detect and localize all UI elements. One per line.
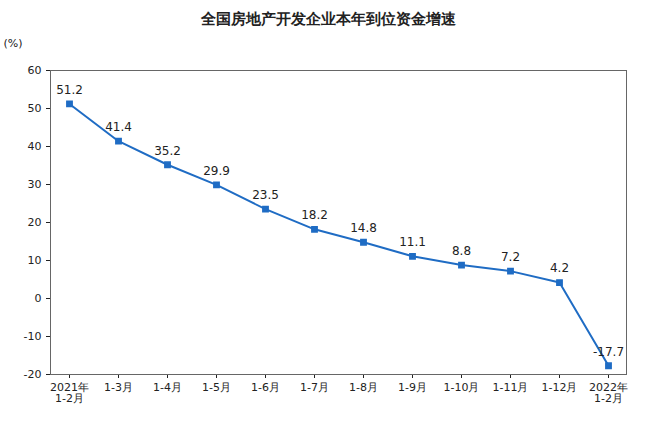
svg-text:1-5月: 1-5月 [202, 381, 231, 394]
svg-text:1-11月: 1-11月 [493, 381, 529, 394]
svg-text:-10: -10 [24, 330, 42, 343]
svg-text:23.5: 23.5 [252, 188, 279, 202]
html-text:全国房地产开发企业本年到位资金增速: 全国房地产开发企业本年到位资金增速 [200, 10, 456, 28]
svg-text:2022年1-2月: 2022年1-2月 [589, 381, 628, 405]
svg-text:1-6月: 1-6月 [251, 381, 280, 394]
svg-text:8.8: 8.8 [452, 244, 471, 258]
svg-text:50: 50 [28, 102, 42, 115]
svg-text:14.8: 14.8 [350, 221, 377, 235]
svg-text:1-8月: 1-8月 [349, 381, 378, 394]
svg-text:20: 20 [28, 216, 42, 229]
svg-text:60: 60 [28, 64, 42, 77]
svg-text:30: 30 [28, 178, 42, 191]
svg-text:35.2: 35.2 [154, 144, 181, 158]
svg-text:(%): (%) [4, 37, 23, 50]
svg-text:1-10月: 1-10月 [444, 381, 480, 394]
svg-text:1-12月: 1-12月 [542, 381, 578, 394]
svg-text:1-9月: 1-9月 [398, 381, 427, 394]
svg-text:18.2: 18.2 [301, 208, 328, 222]
svg-text:51.2: 51.2 [56, 83, 83, 97]
svg-text:0: 0 [35, 292, 42, 305]
svg-text:29.9: 29.9 [203, 164, 230, 178]
svg-text:1-7月: 1-7月 [300, 381, 329, 394]
svg-text:1-4月: 1-4月 [153, 381, 182, 394]
svg-text:11.1: 11.1 [399, 235, 426, 249]
svg-text:1-3月: 1-3月 [104, 381, 133, 394]
svg-text:2021年1-2月: 2021年1-2月 [50, 381, 89, 405]
svg-text:41.4: 41.4 [105, 120, 132, 134]
svg-text:40: 40 [28, 140, 42, 153]
svg-text:4.2: 4.2 [550, 261, 569, 275]
svg-text:7.2: 7.2 [501, 250, 520, 264]
svg-text:-17.7: -17.7 [593, 345, 624, 359]
svg-text:-20: -20 [24, 368, 42, 381]
svg-text:10: 10 [28, 254, 42, 267]
